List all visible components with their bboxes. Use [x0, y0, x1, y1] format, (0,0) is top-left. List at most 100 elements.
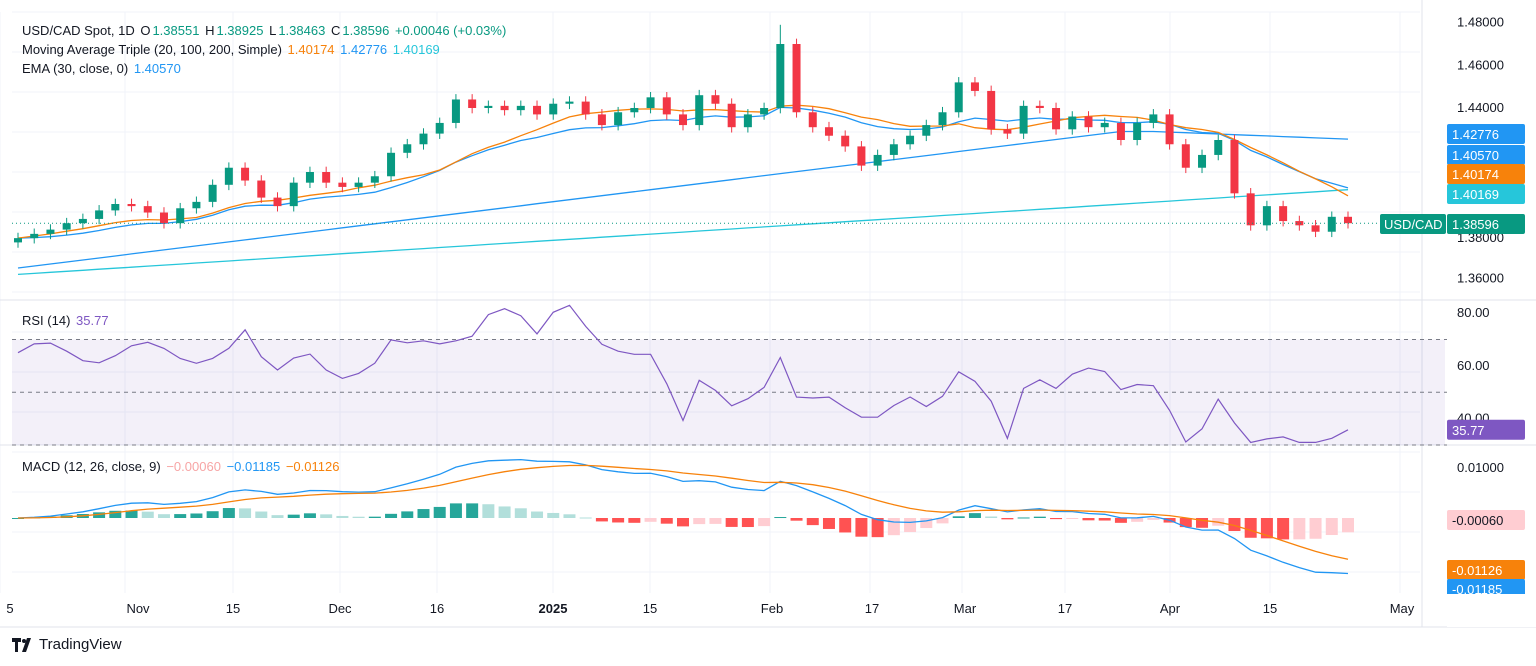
candle — [111, 198, 120, 216]
rsi-legend: RSI (14) 35.77 — [22, 313, 111, 328]
macd-signal-line — [17, 464, 1349, 560]
close-value: 1.38596 — [342, 23, 390, 38]
candle-body — [565, 101, 574, 104]
candle-body — [30, 233, 39, 239]
candle-body — [1003, 129, 1012, 134]
change-value: +0.00046 (+0.03%) — [394, 23, 507, 38]
candle-body — [435, 122, 444, 134]
tradingview-logo[interactable]: TradingView — [12, 636, 122, 653]
symbol-title: USD/CAD Spot, 1D — [22, 23, 135, 38]
ma100-badge: 1.42776 — [1447, 124, 1525, 144]
x-tick-label: Feb — [761, 601, 783, 616]
candle-body — [1116, 122, 1125, 140]
candle — [468, 94, 477, 114]
candle-body — [484, 105, 493, 108]
macd-histogram-bar — [1001, 518, 1014, 520]
ema-legend: EMA (30, close, 0) 1.40570 — [22, 61, 183, 76]
ma100-badge-text: 1.42776 — [1452, 127, 1499, 142]
macd-histogram-bar — [1196, 518, 1209, 528]
candle-body — [776, 44, 785, 108]
candle-body — [646, 97, 655, 108]
candle — [760, 102, 769, 120]
candle-body — [760, 108, 769, 115]
candle-body — [841, 135, 850, 147]
last-price-badge-text: 1.38596 — [1452, 217, 1499, 232]
candle-body — [695, 95, 704, 126]
macd-signal-badge-bg — [1447, 560, 1525, 580]
macd-line-badge-text: -0.01185 — [1452, 582, 1502, 597]
macd-histogram-bar — [758, 518, 771, 527]
candle-body — [208, 184, 217, 202]
macd-histogram-bar — [595, 518, 608, 522]
macd-hist-badge: -0.00060 — [1447, 510, 1525, 530]
candle-body — [143, 206, 152, 213]
candle-body — [906, 135, 915, 145]
ma200-badge-text: 1.40169 — [1452, 187, 1499, 202]
price-tick-label: 1.44000 — [1457, 100, 1504, 115]
macd-histogram-bar — [822, 518, 835, 529]
candle — [938, 106, 947, 131]
macd-histogram-bar — [1293, 518, 1306, 540]
candle — [484, 100, 493, 114]
candle — [565, 96, 574, 110]
candle — [679, 109, 687, 131]
x-tick-label: 15 — [226, 601, 240, 616]
last-price-badge: 1.38596 — [1447, 214, 1525, 234]
macd-hist-badge-bg — [1447, 510, 1525, 530]
candle-body — [1311, 225, 1320, 232]
candle — [1100, 117, 1109, 133]
candle-body — [1181, 144, 1190, 168]
macd-histogram-bar — [579, 517, 592, 519]
ma20-badge-bg — [1447, 164, 1525, 184]
x-tick-label: 2025 — [539, 601, 568, 616]
macd-histogram-bar — [303, 513, 316, 518]
candle-body — [857, 146, 866, 166]
candle — [516, 100, 525, 116]
candle-body — [1295, 221, 1304, 226]
x-tick-label: Dec — [328, 601, 352, 616]
candle-body — [14, 238, 22, 243]
candle — [14, 232, 22, 248]
macd-histogram-bar — [693, 518, 706, 525]
candle-body — [95, 210, 104, 219]
candle — [1295, 215, 1304, 231]
ma200-badge: 1.40169 — [1447, 184, 1525, 204]
candle-body — [273, 197, 282, 207]
x-tick-label: 16 — [430, 601, 444, 616]
macd-histogram-bar — [109, 510, 122, 518]
macd-histogram-bar — [644, 518, 657, 522]
candle — [1003, 124, 1012, 139]
price-tick-label: 1.46000 — [1457, 57, 1504, 72]
symbol-badge: USD/CAD — [1380, 214, 1446, 234]
candle — [1344, 211, 1352, 229]
candle — [370, 170, 379, 188]
candle — [533, 100, 542, 120]
candle-body — [1068, 116, 1077, 130]
candle — [1165, 109, 1174, 150]
candle — [1052, 102, 1061, 135]
macd-histogram-bar — [417, 509, 430, 518]
ma20-badge-text: 1.40174 — [1452, 167, 1499, 182]
macd-histogram-bar — [612, 518, 625, 523]
macd-label: MACD (12, 26, close, 9) — [22, 459, 161, 474]
candle-body — [727, 103, 736, 128]
candle — [630, 102, 639, 118]
macd-histogram-bar — [1244, 518, 1257, 538]
candle-body — [711, 95, 720, 104]
candle — [792, 38, 801, 118]
candle — [695, 89, 704, 131]
candle-body — [533, 105, 542, 115]
macd-histogram-bar — [1098, 518, 1111, 521]
candle — [224, 162, 233, 191]
macd-histogram-bar — [12, 518, 24, 519]
candle — [857, 141, 866, 171]
candle — [889, 138, 898, 161]
candle — [743, 109, 752, 133]
macd-histogram-bar — [320, 514, 333, 518]
candle — [78, 213, 87, 229]
candle — [727, 98, 736, 133]
macd-histogram-bar — [1082, 518, 1095, 521]
candle-body — [62, 223, 71, 230]
candle-body — [127, 204, 136, 207]
